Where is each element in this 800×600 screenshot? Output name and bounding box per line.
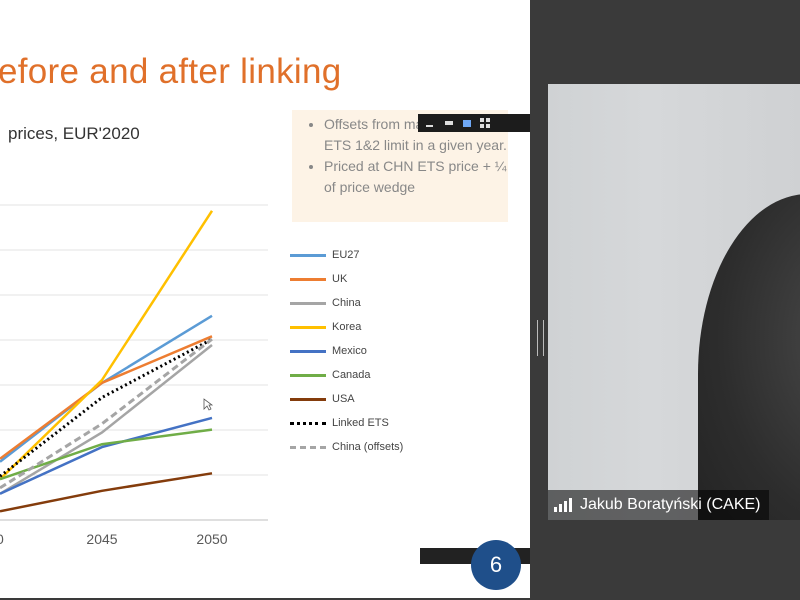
legend-swatch — [290, 397, 326, 401]
legend-item: EU27 — [290, 247, 360, 263]
chart-series — [0, 210, 214, 513]
tile-icon[interactable] — [458, 114, 476, 132]
legend-swatch — [290, 445, 326, 449]
legend-item: Linked ETS — [290, 415, 389, 431]
chart-gridlines — [0, 204, 268, 521]
legend-label: Korea — [332, 321, 362, 333]
slide-title: efore and after linking — [0, 52, 342, 91]
legend-item: China (offsets) — [290, 439, 403, 455]
legend-label: China — [332, 297, 361, 309]
legend-label: Canada — [332, 369, 371, 381]
participant-name: Jakub Boratyński (CAKE) — [580, 496, 761, 513]
split-divider[interactable] — [530, 0, 548, 600]
x-tick-label: 0 — [0, 531, 4, 547]
legend-swatch — [290, 301, 326, 305]
series-line-mexico — [0, 416, 213, 495]
legend-label: China (offsets) — [332, 441, 404, 453]
participant-video — [548, 84, 800, 520]
legend-swatch — [290, 421, 326, 425]
chart-x-ticks: 0 2045 2050 — [0, 531, 228, 547]
series-line-china-offsets — [0, 338, 213, 490]
note-item: Priced at CHN ETS price + ¼ of price wed… — [324, 156, 508, 198]
series-line-korea — [0, 210, 214, 481]
legend-label: UK — [332, 273, 348, 285]
legend-swatch — [290, 373, 326, 377]
legend-swatch — [290, 253, 326, 257]
grid-icon[interactable] — [476, 114, 494, 132]
series-line-eu27 — [0, 314, 213, 463]
legend-item: USA — [290, 391, 355, 407]
legend-item: UK — [290, 271, 347, 287]
slide-subtitle: prices, EUR'2020 — [8, 124, 140, 143]
series-line-uk — [0, 335, 213, 460]
signal-strength-icon — [554, 498, 572, 512]
restore-icon[interactable] — [440, 114, 458, 132]
series-line-china — [0, 344, 213, 495]
legend-item: China — [290, 295, 361, 311]
legend-label: USA — [332, 393, 355, 405]
legend-label: Linked ETS — [332, 417, 389, 429]
series-line-usa — [0, 472, 213, 513]
app-logo-glyph: 6 — [489, 552, 503, 577]
legend-label: Mexico — [332, 345, 367, 357]
legend-item: Canada — [290, 367, 371, 383]
legend-swatch — [290, 325, 326, 329]
line-chart: 0 2045 2050 — [0, 204, 268, 547]
legend-item: Mexico — [290, 343, 367, 359]
participant-silhouette — [698, 194, 800, 520]
participant-nameplate: Jakub Boratyński (CAKE) — [548, 490, 769, 520]
legend-swatch — [290, 349, 326, 353]
x-tick-label: 2045 — [86, 531, 117, 547]
app-logo-icon[interactable]: 6 — [471, 540, 521, 590]
series-line-linked-ets — [0, 337, 213, 478]
mouse-cursor-icon — [203, 398, 213, 411]
legend-swatch — [290, 277, 326, 281]
legend-label: EU27 — [332, 249, 360, 261]
view-toolbar — [418, 114, 530, 132]
legend-item: Korea — [290, 319, 361, 335]
minimize-icon[interactable] — [420, 114, 438, 132]
shared-slide: efore and after linking prices, EUR'2020… — [0, 0, 530, 598]
resize-handle[interactable] — [537, 320, 544, 356]
x-tick-label: 2050 — [196, 531, 227, 547]
